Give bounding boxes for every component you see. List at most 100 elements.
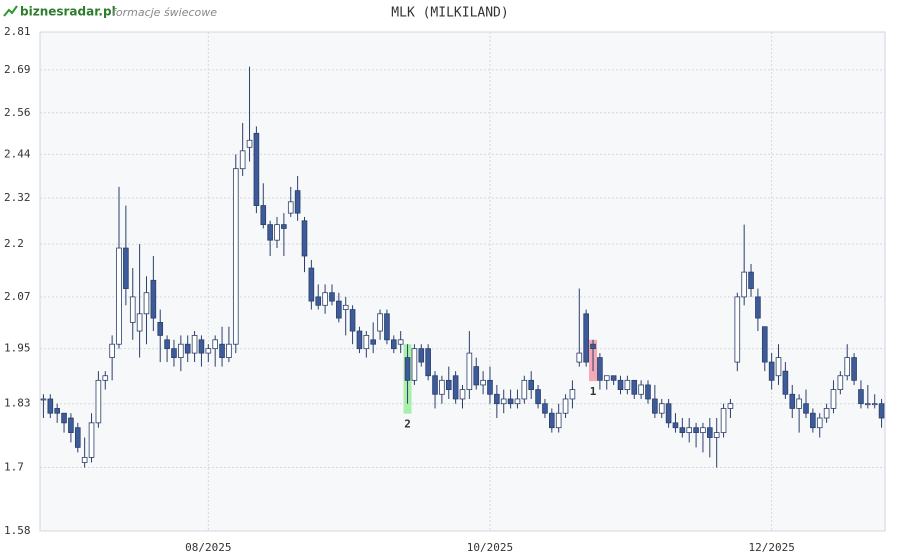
plot-area (39, 31, 886, 532)
candle-body (638, 384, 644, 395)
candle-body (178, 343, 184, 358)
candle-body (198, 339, 205, 354)
candle-body (281, 224, 287, 229)
candle-body (164, 339, 170, 350)
y-tick-label: 2.44 (4, 147, 31, 160)
candle-body (377, 313, 383, 332)
candle-body (466, 352, 473, 390)
candle-body (679, 427, 686, 433)
candle-body (713, 432, 720, 438)
candle-body (597, 357, 603, 381)
candle-body (720, 408, 727, 433)
candle-body (741, 271, 747, 298)
subtitle: formacje świecowe (112, 6, 217, 19)
candle-body (253, 132, 260, 206)
candle-body (267, 224, 273, 241)
candle-body (219, 343, 225, 358)
candle-body (700, 427, 706, 433)
candle-body (507, 398, 514, 405)
candle-body (686, 427, 693, 433)
candle-body (727, 403, 734, 409)
candle-body (542, 403, 548, 414)
x-tick-label: 10/2025 (467, 541, 513, 554)
candle-body (549, 412, 555, 429)
candle-body (631, 379, 638, 395)
candle-body (136, 313, 143, 332)
x-tick-label: 12/2025 (748, 541, 794, 554)
candle-body (363, 335, 370, 350)
candle-body (871, 403, 878, 406)
candle-body (54, 408, 60, 414)
candle-body (123, 247, 129, 289)
candle-body (734, 296, 741, 363)
candle-body (576, 352, 583, 363)
candle-body (74, 427, 81, 448)
candle-body (459, 389, 466, 400)
candle-body (390, 339, 397, 350)
candle-body (384, 313, 390, 341)
candle-body (47, 398, 54, 414)
candle-body (260, 205, 267, 226)
logo-icon (3, 5, 18, 17)
candle-body (205, 348, 212, 354)
candle-body (336, 300, 342, 319)
candle-body (301, 220, 308, 257)
candle-body (603, 375, 610, 381)
candle-body (184, 343, 191, 354)
candle-body (494, 393, 500, 405)
candle-body (789, 393, 796, 409)
candle-body (308, 267, 315, 302)
candle-body (693, 427, 699, 433)
candle-body (555, 412, 562, 429)
candle-body (837, 375, 844, 390)
y-tick-label: 1.58 (4, 524, 31, 537)
candle-body (583, 313, 589, 363)
candle-body (851, 357, 857, 381)
candle-body (803, 403, 809, 414)
candle-body (645, 384, 651, 400)
candle-body (315, 296, 322, 306)
candle-body (707, 427, 713, 438)
candle-body (356, 330, 363, 350)
candle-body (95, 379, 102, 424)
candle-body (782, 370, 789, 395)
candle-body (191, 335, 198, 354)
candle-body (528, 379, 535, 390)
candle-body (665, 403, 672, 424)
y-tick-label: 1.95 (4, 342, 31, 355)
candle-body (439, 379, 445, 395)
candle-body (432, 375, 438, 395)
candle-body (535, 389, 541, 405)
candle-body (521, 379, 528, 400)
candle-body (480, 379, 486, 386)
candle-body (610, 375, 617, 381)
candle-body (878, 403, 885, 419)
candle-body (150, 279, 157, 319)
candle-body (796, 398, 802, 409)
candle-body (322, 292, 328, 306)
candle-body (116, 247, 122, 345)
y-tick-label: 1.83 (4, 397, 31, 410)
candle-body (171, 348, 177, 358)
candle-body (88, 422, 95, 458)
candle-body (411, 348, 418, 381)
candle-body (349, 309, 356, 332)
candle-body (239, 150, 246, 170)
candle-body (418, 348, 425, 363)
y-tick-label: 2.69 (4, 63, 31, 76)
candle-body (617, 379, 624, 390)
candle-body (590, 343, 596, 350)
candle-body (61, 412, 67, 424)
candle-body (452, 375, 459, 400)
candle-body (370, 339, 376, 345)
candle-body (858, 389, 864, 405)
y-tick-label: 2.56 (4, 106, 31, 119)
y-tick-label: 1.7 (4, 461, 24, 474)
candle-body (658, 403, 665, 414)
candle-body (569, 389, 576, 400)
x-tick-label: 08/2025 (185, 541, 231, 554)
candle-body (342, 304, 349, 310)
y-tick-label: 2.81 (4, 25, 31, 38)
